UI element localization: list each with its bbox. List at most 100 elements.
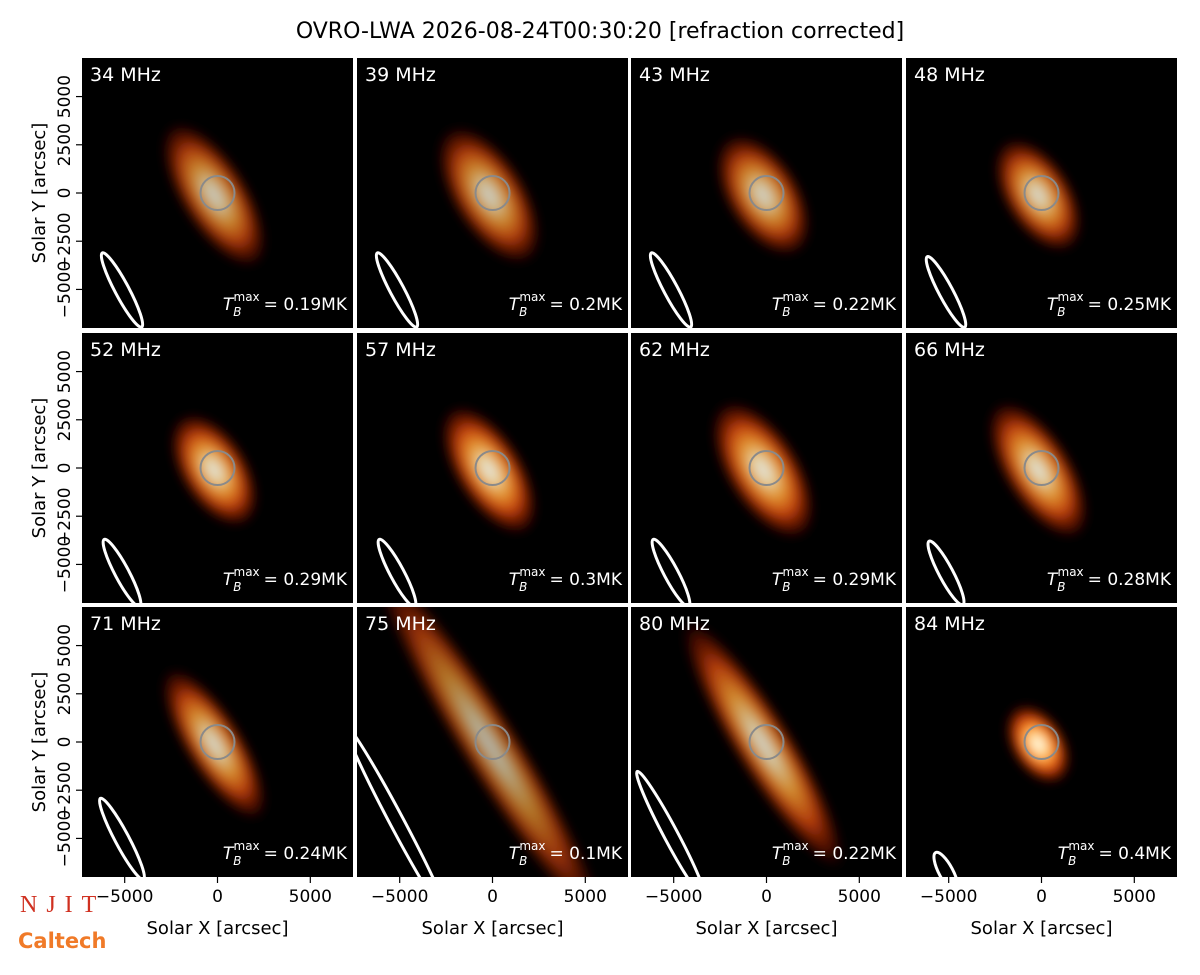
panel-title: 39 MHz [365, 64, 436, 86]
tb-label: TBmax = 0.24MK [223, 839, 348, 868]
beam [648, 251, 694, 328]
tb-sub: B [1068, 854, 1076, 868]
y-tick-label: 2500 [55, 123, 75, 166]
logo-caltech: Caltech [18, 929, 106, 953]
tb-symbol: T [223, 570, 235, 590]
tb-value: = 0.22MK [813, 295, 897, 315]
panel-title: 34 MHz [90, 64, 161, 86]
chart-title: OVRO-LWA 2026-08-24T00:30:20 [refraction… [296, 19, 904, 44]
tb-symbol: T [772, 295, 784, 315]
beam [924, 255, 968, 328]
beam [635, 769, 707, 877]
tb-sup: max [783, 839, 809, 853]
solar-disk [474, 175, 511, 211]
x-tick-label: 0 [212, 887, 223, 907]
tb-sub: B [233, 305, 241, 319]
y-tick-label: −2500 [55, 487, 75, 545]
emission [439, 403, 539, 537]
panel-title: 71 MHz [90, 613, 161, 635]
panel [98, 666, 269, 877]
x-tick-label: −5000 [96, 887, 154, 907]
solar-disk [199, 175, 236, 211]
solar-disk [1023, 724, 1060, 760]
tb-symbol: T [509, 844, 521, 864]
tb-symbol: T [1047, 570, 1059, 590]
panel [99, 120, 269, 328]
tb-label: TBmax = 0.29MK [772, 565, 897, 594]
y-tick-label: −5000 [55, 536, 75, 594]
tb-value: = 0.25MK [1088, 295, 1172, 315]
beam [932, 850, 960, 877]
beam [374, 251, 420, 328]
tb-symbol: T [1047, 295, 1059, 315]
panel-title: 62 MHz [639, 339, 710, 361]
tb-sup: max [234, 565, 260, 579]
emission [160, 120, 269, 270]
panel-title: 80 MHz [639, 613, 710, 635]
tb-value: = 0.28MK [1088, 570, 1172, 590]
y-tick-label: 5000 [55, 75, 75, 118]
y-tick-label: 2500 [55, 398, 75, 441]
beam [99, 251, 145, 328]
tb-value: = 0.22MK [813, 844, 897, 864]
x-tick-label: −5000 [920, 887, 978, 907]
emission [435, 124, 543, 266]
tb-sup: max [234, 290, 260, 304]
panel-title: 75 MHz [365, 613, 436, 635]
panel [357, 607, 606, 877]
panel [926, 399, 1090, 603]
tb-symbol: T [772, 844, 784, 864]
solar-disk [474, 724, 511, 760]
y-tick-label: −5000 [55, 261, 75, 319]
solar-disk [748, 175, 785, 211]
emission [709, 399, 817, 541]
x-tick-label: 0 [761, 887, 772, 907]
x-tick-label: 5000 [1113, 887, 1156, 907]
tb-sup: max [1058, 290, 1084, 304]
solar-disk [1023, 450, 1060, 486]
solar-disk [199, 450, 236, 486]
x-tick-label: 0 [1036, 887, 1047, 907]
x-axis-label: Solar X [arcsec] [971, 918, 1113, 939]
tb-label: TBmax = 0.22MK [772, 839, 897, 868]
tb-sup: max [783, 565, 809, 579]
y-tick-label: 5000 [55, 350, 75, 393]
solar-disk [748, 450, 785, 486]
emission [372, 607, 606, 877]
x-tick-label: 5000 [838, 887, 881, 907]
panel [932, 703, 1072, 877]
panel [635, 615, 847, 877]
beam [101, 537, 143, 603]
tb-sub: B [1057, 580, 1065, 594]
tb-label: TBmax = 0.19MK [223, 290, 348, 319]
tb-label: TBmax = 0.25MK [1047, 290, 1172, 319]
tb-sub: B [782, 854, 790, 868]
panel [648, 132, 813, 328]
panel-title: 57 MHz [365, 339, 436, 361]
y-tick-label: −5000 [55, 810, 75, 868]
y-axis-label: Solar Y [arcsec] [29, 398, 50, 539]
emission [679, 615, 847, 873]
tb-value: = 0.2MK [550, 295, 623, 315]
tb-sub: B [782, 580, 790, 594]
tb-sup: max [1068, 839, 1094, 853]
tb-value: = 0.19MK [264, 295, 348, 315]
emission [986, 399, 1090, 541]
emission [1004, 703, 1072, 786]
tb-label: TBmax = 0.2MK [509, 290, 623, 319]
panel [376, 403, 539, 603]
tb-symbol: T [223, 295, 235, 315]
tb-value: = 0.1MK [550, 844, 623, 864]
x-axis-label: Solar X [arcsec] [696, 918, 838, 939]
beam [98, 796, 146, 877]
beam [357, 723, 451, 877]
tb-symbol: T [1058, 844, 1070, 864]
emission [168, 411, 260, 529]
beam [650, 537, 692, 603]
tb-label: TBmax = 0.28MK [1047, 565, 1172, 594]
panel-title: 48 MHz [914, 64, 985, 86]
x-axis-label: Solar X [arcsec] [147, 918, 289, 939]
panel [650, 399, 817, 603]
